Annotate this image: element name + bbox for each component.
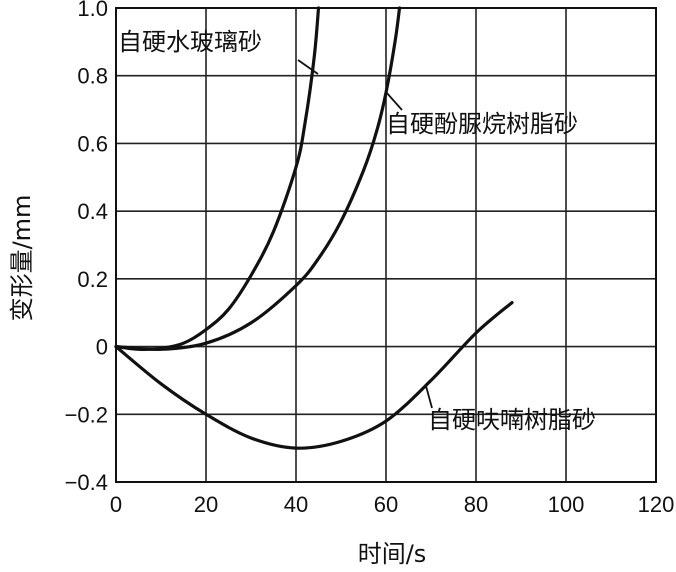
y-tick-label: 0	[96, 335, 108, 360]
x-tick-label: 0	[110, 492, 122, 517]
annotation-leader-line	[425, 385, 433, 409]
grid	[115, 7, 657, 483]
x-tick-label: 40	[284, 492, 308, 517]
y-tick-label: 0.2	[77, 267, 108, 292]
x-axis-title: 时间/s	[358, 540, 427, 568]
x-tick-label: 80	[464, 492, 488, 517]
y-tick-label: 0.6	[77, 131, 108, 156]
plot-frame	[115, 7, 657, 483]
series-annotation-label: 自硬水玻璃砂	[118, 28, 262, 56]
y-tick-label: 1.0	[77, 0, 108, 21]
series-annotation-label: 自硬酚脲烷树脂砂	[386, 110, 578, 138]
y-tick-label: 0.4	[77, 199, 108, 224]
x-tick-label: 60	[374, 492, 398, 517]
series-line-furan-resin-sand	[114, 301, 514, 450]
curves	[114, 6, 514, 450]
series-annotation-label: 自硬呋喃树脂砂	[428, 406, 596, 434]
y-axis-title: 变形量/mm	[8, 195, 36, 322]
x-tick-label: 120	[638, 492, 675, 517]
y-tick-label: 0.8	[77, 64, 108, 89]
series-line-water-glass-sand	[114, 6, 321, 352]
annotation-leader-line	[297, 59, 319, 75]
y-tick-label: −0.4	[65, 470, 108, 495]
tick-labels: 0 20 40 60 80 100 120 −0.4 −0.2 0 0.2 0.4 0.6 0.8 1.0	[65, 0, 675, 517]
y-tick-label: −0.2	[65, 402, 108, 427]
x-tick-label: 100	[548, 492, 585, 517]
series-line-phenolic-urethane-sand	[114, 6, 402, 351]
annotation-leader-line	[385, 91, 403, 111]
x-tick-label: 20	[194, 492, 218, 517]
